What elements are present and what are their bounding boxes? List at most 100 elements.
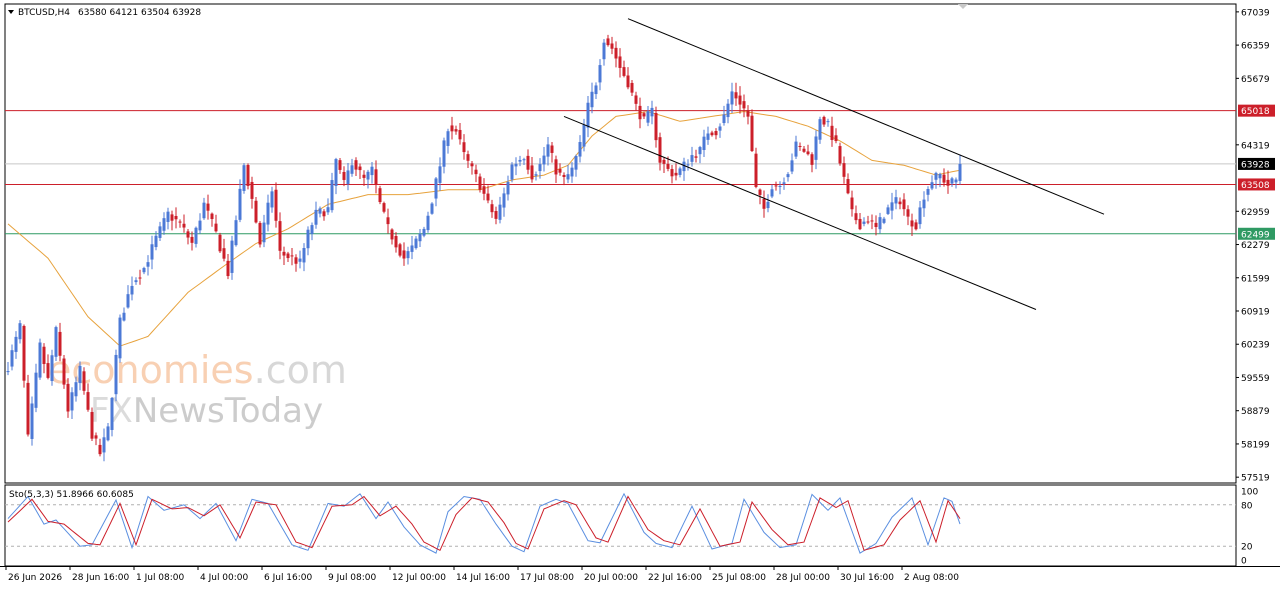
candle-body: [110, 397, 114, 430]
candle-body: [278, 221, 282, 251]
watermark-fxnewstoday: FXNewsToday: [90, 391, 323, 431]
stoch-main-line: [7, 492, 961, 554]
candle-body: [94, 435, 98, 439]
candle-body: [802, 148, 806, 152]
candle-body: [390, 229, 394, 240]
candle-body: [38, 342, 42, 378]
candle-body: [634, 95, 638, 104]
candle-body: [270, 191, 274, 208]
candle-body: [242, 165, 246, 191]
candle-body: [758, 189, 762, 195]
candle-body: [122, 312, 126, 321]
candle-body: [302, 248, 306, 263]
candle-body: [606, 38, 610, 46]
symbol-title: BTCUSD,H4: [18, 8, 70, 18]
candle-body: [826, 121, 830, 123]
candle-body: [154, 235, 158, 248]
time-tick-label: 30 Jul 16:00: [840, 573, 894, 583]
candle-body: [114, 354, 118, 395]
candle-body: [554, 159, 558, 175]
price-axis: 67039 66359 65679 64319 62959 62279 61599 60919…: [1236, 8, 1270, 484]
candle-body: [510, 164, 514, 180]
candle-body: [290, 255, 294, 257]
trend-channel[interactable]: [563, 18, 1105, 310]
candle-body: [682, 161, 686, 172]
candle-body: [782, 182, 786, 184]
candle-body: [18, 323, 22, 340]
candle-body: [582, 124, 586, 147]
candle-body: [34, 372, 38, 408]
candle-body: [230, 240, 234, 273]
stochastic-axis: 100 80 20 0: [1241, 488, 1258, 567]
candle-body: [170, 214, 174, 221]
candle-body: [90, 412, 94, 439]
time-tick-label: 25 Jul 08:00: [712, 573, 766, 583]
candle-body: [842, 163, 846, 177]
candle-body: [778, 185, 782, 187]
level-63508-tag: [1238, 178, 1275, 191]
candle-body: [622, 67, 626, 76]
candle-body: [770, 189, 774, 197]
ohlc-values: 63580 64121 63504 63928: [78, 8, 201, 18]
candle-body: [858, 218, 862, 230]
candle-body: [938, 173, 942, 179]
candle-body: [506, 181, 510, 195]
candle-body: [914, 222, 918, 230]
candle-body: [74, 382, 78, 397]
candle-body: [370, 166, 374, 176]
candle-body: [178, 221, 182, 223]
candle-body: [210, 213, 214, 220]
shift-marker-icon[interactable]: [958, 4, 968, 9]
price-panel[interactable]: [4, 3, 1237, 484]
candle-body: [310, 225, 314, 234]
candle-body: [98, 444, 102, 455]
candle-body: [486, 193, 490, 201]
candle-body: [714, 131, 718, 136]
candle-body: [206, 203, 210, 211]
candle-body: [50, 355, 54, 382]
stochastic-panel[interactable]: [4, 484, 1237, 567]
candle-body: [942, 174, 946, 183]
stoch-tick-label: 100: [1241, 488, 1258, 498]
candle-body: [686, 164, 690, 166]
candle-body: [190, 236, 194, 243]
price-tick-label: 64319: [1241, 141, 1270, 151]
candle-body: [818, 119, 822, 140]
candle-body: [322, 211, 326, 217]
candle-body: [738, 95, 742, 105]
candle-body: [118, 317, 122, 359]
time-tick-label: 20 Jul 00:00: [584, 573, 638, 583]
candle-body: [62, 358, 66, 385]
dropdown-triangle-icon[interactable]: [8, 10, 14, 14]
candle-body: [854, 213, 858, 221]
candle-body: [910, 220, 914, 227]
stochastic-title: Sto(5,3,3) 51.8966 60.6085: [9, 490, 134, 500]
horizontal-levels[interactable]: 65018 63508 62499 63928: [5, 104, 1275, 241]
time-tick-label: 2 Aug 08:00: [904, 573, 959, 583]
candle-body: [42, 346, 46, 365]
candle-body: [570, 167, 574, 177]
candle-body: [614, 47, 618, 59]
candle-body: [466, 154, 470, 161]
candle-body: [126, 294, 130, 308]
candle-body: [670, 169, 674, 177]
candle-body: [478, 176, 482, 190]
candle-body: [526, 155, 530, 170]
candle-body: [610, 43, 614, 49]
time-tick-label: 12 Jul 00:00: [392, 573, 446, 583]
candle-body: [934, 172, 938, 180]
candle-body: [182, 223, 186, 228]
candle-body: [334, 159, 338, 186]
candle-body: [162, 218, 166, 231]
candle-body: [470, 163, 474, 167]
candle-body: [870, 220, 874, 222]
candle-body: [706, 133, 710, 140]
candle-body: [386, 217, 390, 225]
candle-body: [194, 227, 198, 244]
candle-body: [218, 234, 222, 252]
time-tick-label: 6 Jul 16:00: [264, 573, 313, 583]
candle-body: [294, 257, 298, 264]
candle-body: [774, 185, 778, 187]
